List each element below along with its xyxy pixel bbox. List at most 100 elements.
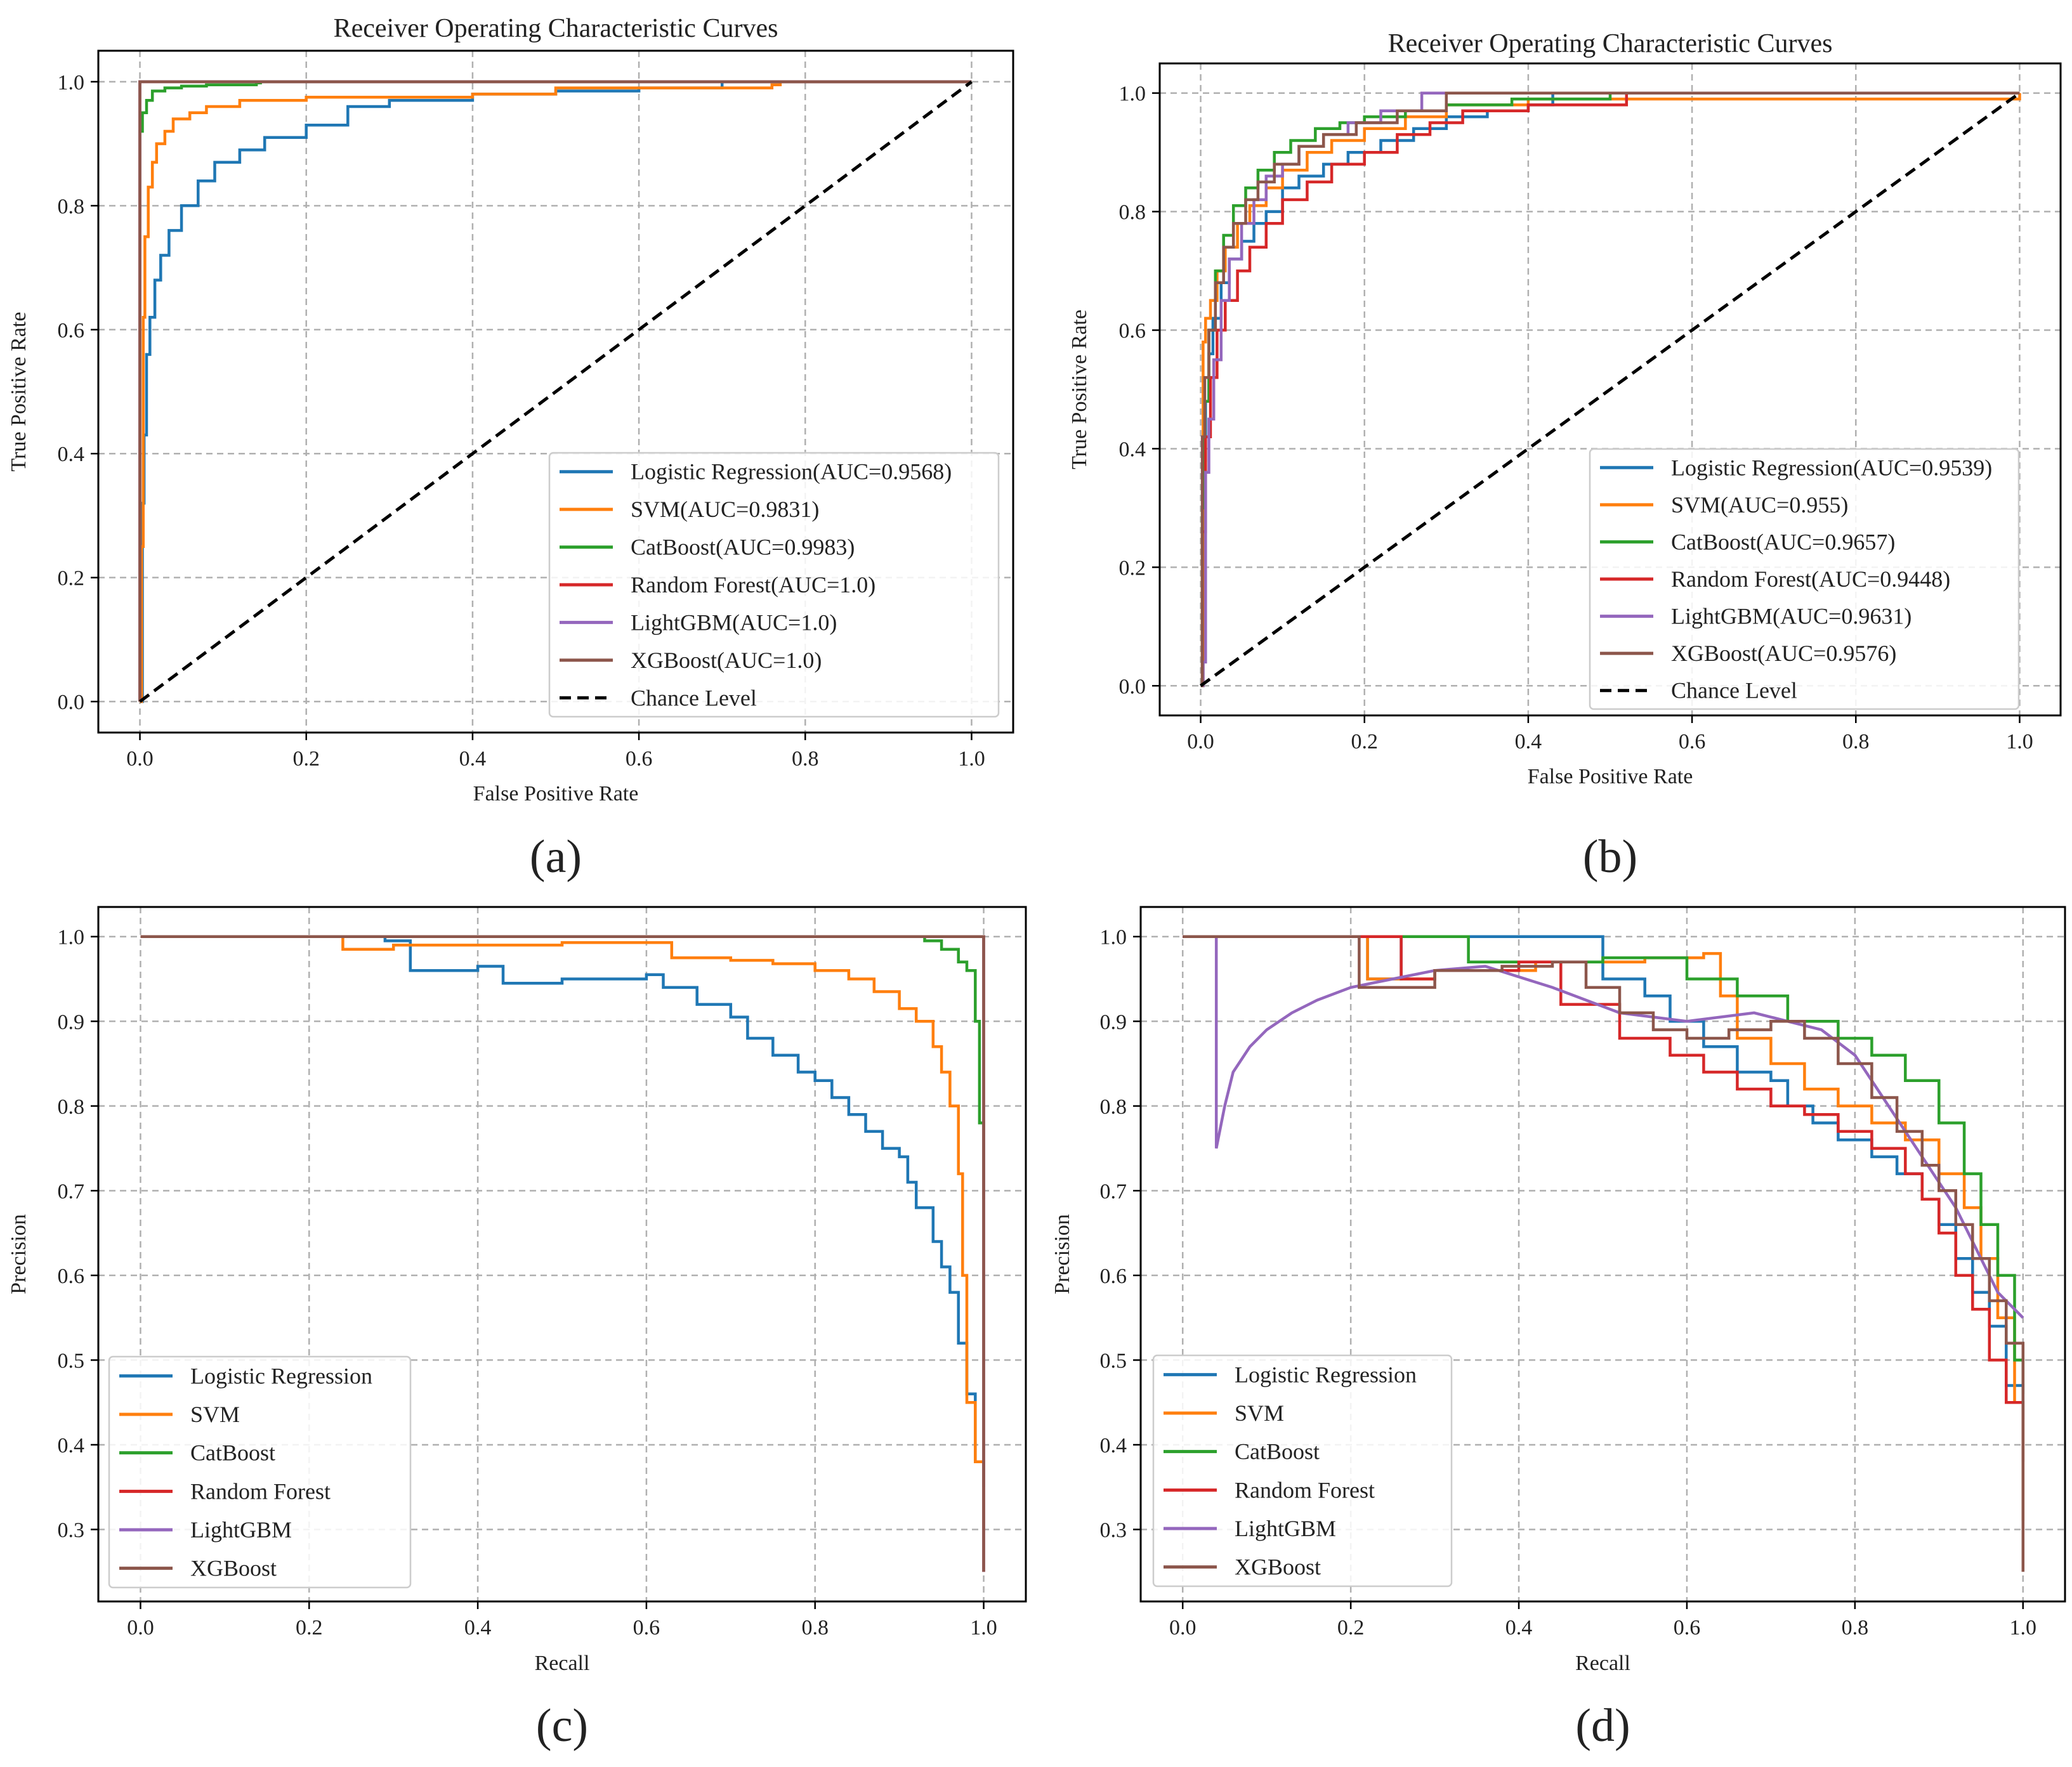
chart-title: Receiver Operating Characteristic Curves xyxy=(334,14,778,43)
series-line-lightgbm xyxy=(1200,91,2020,688)
legend-entry: Logistic Regression xyxy=(190,1363,372,1388)
series-line-logistic-regression xyxy=(1183,935,2025,1419)
legend-entry: CatBoost xyxy=(190,1440,275,1466)
legend-entry: Logistic Regression(AUC=0.9539) xyxy=(1671,455,1992,480)
panel-b: 0.0 0.2 0.4 0.6 0.8 1.0 0.0 0.2 0.4 0.6 0.8 1.0 Rece… xyxy=(1068,29,2062,883)
series-line-random-forest xyxy=(1200,91,2020,688)
panel-a: 0.0 0.2 0.4 0.6 0.8 1.0 0.0 0.2 0.4 0.6 0.8 1.0 Rece… xyxy=(7,14,1014,883)
y-tick-label: 0.7 xyxy=(58,1180,85,1203)
x-tick-label: 0.8 xyxy=(1842,1616,1869,1640)
x-tick-label: 1.0 xyxy=(970,1616,997,1640)
legend-entry: Random Forest xyxy=(1235,1477,1375,1503)
y-tick-label: 1.0 xyxy=(58,926,85,949)
series-line-xgboost xyxy=(140,935,985,1572)
y-tick-label: 0.9 xyxy=(58,1010,85,1034)
legend-entry: Random Forest(AUC=1.0) xyxy=(631,572,875,597)
x-tick-label: 0.6 xyxy=(633,1616,660,1640)
plot-frame xyxy=(1158,62,2062,717)
y-axis-label: True Positive Rate xyxy=(7,312,30,472)
legend-box xyxy=(548,452,1000,718)
y-tick-label: 0.2 xyxy=(58,567,85,590)
y-tick-label: 0.6 xyxy=(58,319,85,342)
legend-box xyxy=(108,1355,412,1589)
y-tick-label: 0.3 xyxy=(1100,1518,1127,1542)
y-tick-label: 0.4 xyxy=(58,443,85,466)
series-line-catboost xyxy=(140,935,985,1199)
x-tick-label: 0.0 xyxy=(126,747,154,771)
y-tick-label: 0.0 xyxy=(1119,675,1146,698)
series-line-random-forest xyxy=(1183,935,2025,1462)
series-line-xgboost xyxy=(1200,91,2020,688)
legend-entry: Logistic Regression(AUC=0.9568) xyxy=(631,459,952,485)
legend-entry: Logistic Regression xyxy=(1235,1362,1417,1387)
y-tick-label: 0.0 xyxy=(58,691,85,714)
panel-label: (c) xyxy=(536,1700,588,1752)
x-tick-label: 0.4 xyxy=(464,1616,492,1640)
x-tick-label: 0.6 xyxy=(1674,1616,1701,1640)
series-line-svm xyxy=(140,80,972,703)
legend-entry: XGBoost(AUC=1.0) xyxy=(631,648,822,673)
plot-frame xyxy=(97,49,1014,734)
legend-entry: XGBoost(AUC=0.9576) xyxy=(1671,641,1896,666)
y-tick-label: 0.5 xyxy=(1100,1349,1127,1373)
legend-entry: Chance Level xyxy=(1671,678,1797,703)
legend-entry: Chance Level xyxy=(631,685,757,710)
series-line-xgboost xyxy=(1183,935,2025,1572)
legend-entry: XGBoost xyxy=(190,1556,277,1581)
series-line-logistic-regression xyxy=(140,935,985,1487)
series-line-catboost xyxy=(1183,935,2025,1394)
plot-frame xyxy=(97,906,1027,1603)
x-tick-label: 0.8 xyxy=(792,747,819,771)
x-axis-label: False Positive Rate xyxy=(1528,765,1693,788)
y-tick-label: 0.6 xyxy=(1119,320,1146,343)
series-line-svm xyxy=(140,935,985,1530)
legend-entry: Random Forest(AUC=0.9448) xyxy=(1671,566,1950,592)
x-tick-label: 0.4 xyxy=(1505,1616,1533,1640)
legend-entry: CatBoost(AUC=0.9983) xyxy=(631,535,855,560)
panel-label: (a) xyxy=(530,831,582,883)
x-tick-label: 1.0 xyxy=(958,747,985,771)
legend: Logistic Regression SVM CatBoost Random For… xyxy=(108,1355,412,1589)
series-group xyxy=(1200,91,2021,688)
y-tick-label: 0.4 xyxy=(1100,1434,1127,1457)
y-axis-label: Precision xyxy=(1051,1214,1074,1294)
y-tick-label: 0.5 xyxy=(58,1349,85,1373)
panel-d: 0.0 0.2 0.4 0.6 0.8 1.0 0.3 0.4 0.5 0.6 0.7 0.8 0.9 1… xyxy=(1051,906,2066,1752)
legend-entry: LightGBM(AUC=0.9631) xyxy=(1671,604,1911,629)
x-tick-label: 0.2 xyxy=(1351,730,1378,753)
y-tick-label: 0.8 xyxy=(58,1095,85,1119)
x-tick-label: 0.0 xyxy=(1187,730,1214,753)
y-tick-label: 1.0 xyxy=(1119,82,1146,106)
legend-entry: XGBoost xyxy=(1235,1555,1321,1580)
y-tick-label: 0.8 xyxy=(1119,201,1146,225)
x-axis-label: False Positive Rate xyxy=(473,782,639,805)
x-tick-label: 0.2 xyxy=(296,1616,323,1640)
series-group xyxy=(140,935,985,1572)
legend-entry: CatBoost xyxy=(1235,1439,1320,1464)
y-axis-label: True Positive Rate xyxy=(1068,310,1091,469)
legend-entry: SVM xyxy=(190,1402,240,1427)
x-tick-label: 0.6 xyxy=(1679,730,1706,753)
legend-entry: SVM(AUC=0.9831) xyxy=(631,497,819,522)
x-tick-label: 0.2 xyxy=(1337,1616,1365,1640)
x-tick-label: 0.6 xyxy=(626,747,653,771)
legend-entry: LightGBM xyxy=(1235,1516,1336,1541)
x-tick-label: 0.8 xyxy=(801,1616,829,1640)
y-tick-label: 0.2 xyxy=(1119,556,1146,580)
series-line-chance-level xyxy=(1200,91,2021,688)
x-tick-label: 0.0 xyxy=(1169,1616,1197,1640)
panel-c: 0.0 0.2 0.4 0.6 0.8 1.0 0.3 0.4 0.5 0.6 0.7 0.8 0.9 1… xyxy=(7,906,1027,1752)
legend: Logistic Regression SVM CatBoost Random For… xyxy=(1152,1354,1453,1588)
x-tick-label: 0.0 xyxy=(127,1616,154,1640)
y-tick-label: 0.3 xyxy=(58,1518,85,1542)
y-tick-label: 0.9 xyxy=(1100,1010,1127,1034)
y-tick-label: 0.4 xyxy=(1119,438,1146,461)
y-tick-label: 1.0 xyxy=(58,71,85,95)
x-axis-label: Recall xyxy=(1575,1652,1630,1675)
legend-entry: CatBoost(AUC=0.9657) xyxy=(1671,529,1895,554)
y-tick-label: 0.7 xyxy=(1100,1180,1127,1203)
panel-label: (d) xyxy=(1575,1700,1630,1752)
y-tick-label: 0.8 xyxy=(58,195,85,218)
legend-entry: SVM xyxy=(1235,1400,1284,1426)
